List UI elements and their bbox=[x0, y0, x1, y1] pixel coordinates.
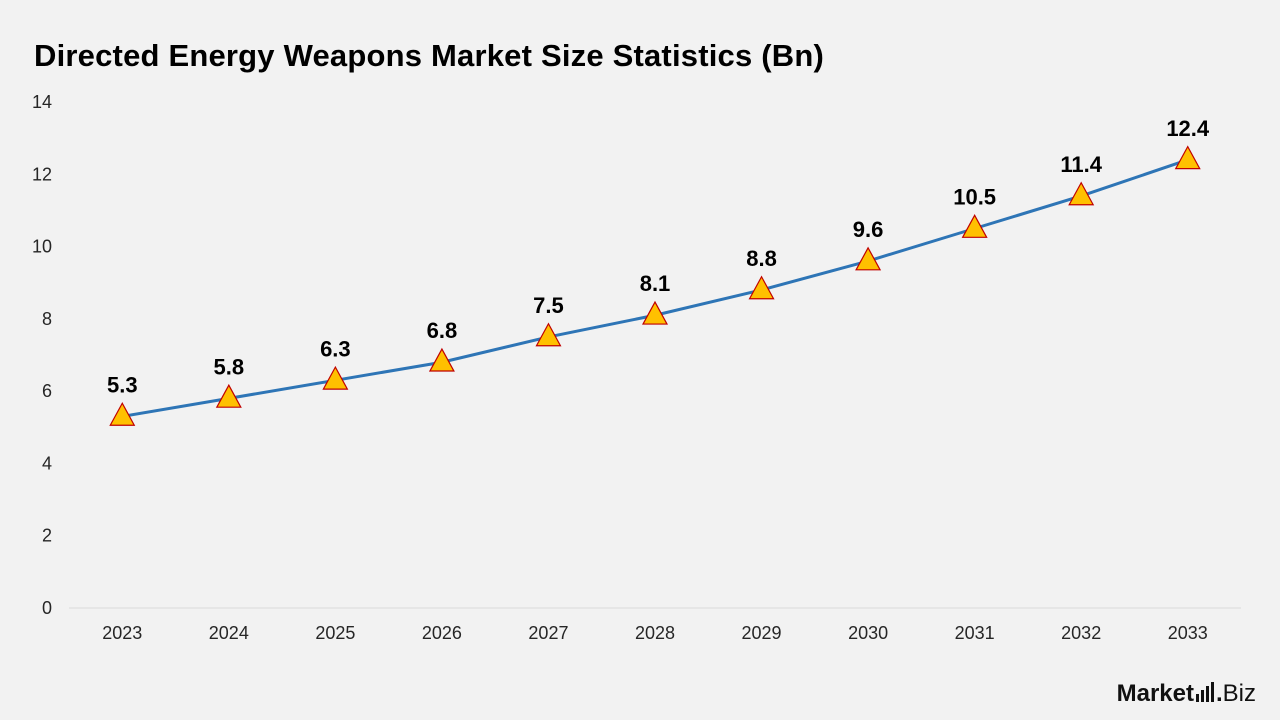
data-point-marker bbox=[109, 401, 136, 426]
y-tick-label: 8 bbox=[42, 309, 52, 329]
x-tick-label: 2030 bbox=[848, 623, 888, 643]
y-tick-label: 10 bbox=[32, 237, 52, 257]
data-point-marker bbox=[961, 214, 988, 238]
logo-text-dot: . bbox=[1215, 680, 1223, 707]
series-markers bbox=[109, 145, 1201, 426]
x-tick-label: 2023 bbox=[102, 623, 142, 643]
x-axis: 2023 2024 2025 2026 2027 2028 2029 2030 2031 2032… bbox=[102, 623, 1208, 643]
data-label: 8.1 bbox=[640, 271, 671, 296]
data-label: 5.8 bbox=[214, 354, 245, 379]
logo-text-sub: Biz bbox=[1222, 680, 1256, 707]
chart-title: Directed Energy Weapons Market Size Stat… bbox=[34, 38, 825, 73]
x-tick-label: 2033 bbox=[1168, 623, 1208, 643]
bar-chart-icon bbox=[1195, 682, 1214, 702]
marketbiz-logo: Market . Biz bbox=[1117, 680, 1256, 708]
data-point-marker bbox=[1174, 145, 1201, 170]
data-point-marker bbox=[322, 365, 349, 390]
data-label: 6.8 bbox=[427, 318, 458, 343]
y-tick-label: 4 bbox=[42, 453, 52, 473]
y-tick-label: 14 bbox=[32, 92, 52, 112]
data-label: 9.6 bbox=[853, 217, 884, 242]
x-tick-label: 2026 bbox=[422, 623, 462, 643]
x-tick-label: 2032 bbox=[1061, 623, 1101, 643]
data-point-marker bbox=[215, 383, 242, 408]
data-label: 10.5 bbox=[953, 185, 996, 210]
data-label: 11.4 bbox=[1060, 152, 1102, 177]
data-label: 12.4 bbox=[1166, 116, 1210, 141]
y-tick-label: 12 bbox=[32, 164, 52, 184]
x-tick-label: 2025 bbox=[315, 623, 355, 643]
data-label: 6.3 bbox=[320, 336, 351, 361]
x-tick-label: 2027 bbox=[528, 623, 568, 643]
data-label: 5.3 bbox=[107, 372, 138, 397]
data-point-marker bbox=[535, 322, 562, 347]
x-tick-label: 2024 bbox=[209, 623, 249, 643]
data-point-marker bbox=[855, 246, 882, 271]
y-tick-label: 6 bbox=[42, 381, 52, 401]
x-tick-label: 2031 bbox=[955, 623, 995, 643]
data-point-marker bbox=[428, 347, 455, 372]
x-tick-label: 2028 bbox=[635, 623, 675, 643]
data-point-marker bbox=[1068, 181, 1095, 206]
data-point-marker bbox=[641, 300, 669, 325]
data-label: 7.5 bbox=[533, 293, 564, 318]
y-tick-label: 0 bbox=[42, 598, 52, 618]
data-label: 8.8 bbox=[746, 246, 777, 271]
logo-text-main: Market bbox=[1116, 680, 1194, 707]
data-labels: 5.3 5.8 6.3 6.8 7.5 8.1 8.8 9.6 10.5 11.4 12.4 bbox=[107, 116, 1210, 398]
data-point-marker bbox=[748, 275, 775, 300]
y-axis: 0 2 4 6 8 10 12 14 bbox=[32, 92, 52, 618]
x-tick-label: 2029 bbox=[742, 623, 782, 643]
y-tick-label: 2 bbox=[42, 526, 52, 546]
